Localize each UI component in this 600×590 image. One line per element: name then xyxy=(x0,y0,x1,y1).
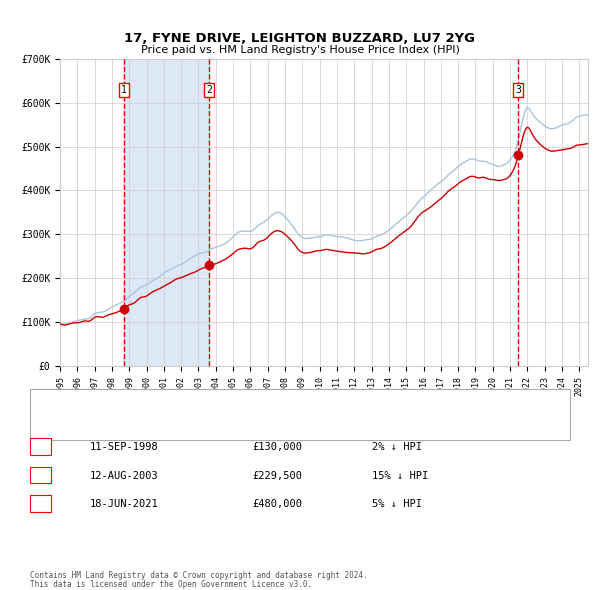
Text: 15% ↓ HPI: 15% ↓ HPI xyxy=(372,471,428,480)
Text: £229,500: £229,500 xyxy=(252,471,302,480)
Text: 2: 2 xyxy=(206,85,212,94)
Text: HPI: Average price, detached house, Central Bedfordshire: HPI: Average price, detached house, Cent… xyxy=(66,422,395,432)
Text: 1: 1 xyxy=(121,85,127,94)
Text: 11-SEP-1998: 11-SEP-1998 xyxy=(90,442,159,452)
Text: £480,000: £480,000 xyxy=(252,499,302,509)
Text: 12-AUG-2003: 12-AUG-2003 xyxy=(90,471,159,480)
Text: —: — xyxy=(42,396,58,411)
Text: 17, FYNE DRIVE, LEIGHTON BUZZARD, LU7 2YG: 17, FYNE DRIVE, LEIGHTON BUZZARD, LU7 2Y… xyxy=(125,32,476,45)
Text: Contains HM Land Registry data © Crown copyright and database right 2024.: Contains HM Land Registry data © Crown c… xyxy=(30,571,368,580)
Text: This data is licensed under the Open Government Licence v3.0.: This data is licensed under the Open Gov… xyxy=(30,579,312,589)
Text: 17, FYNE DRIVE, LEIGHTON BUZZARD, LU7 2YG (detached house): 17, FYNE DRIVE, LEIGHTON BUZZARD, LU7 2Y… xyxy=(66,398,407,408)
Text: 2: 2 xyxy=(37,471,43,480)
Text: —: — xyxy=(42,419,58,434)
Text: £130,000: £130,000 xyxy=(252,442,302,452)
Text: 2% ↓ HPI: 2% ↓ HPI xyxy=(372,442,422,452)
Text: 5% ↓ HPI: 5% ↓ HPI xyxy=(372,499,422,509)
Text: 1: 1 xyxy=(37,442,43,452)
Bar xyxy=(124,59,209,366)
Text: 3: 3 xyxy=(37,499,43,509)
Text: 18-JUN-2021: 18-JUN-2021 xyxy=(90,499,159,509)
Text: Price paid vs. HM Land Registry's House Price Index (HPI): Price paid vs. HM Land Registry's House … xyxy=(140,45,460,55)
Text: 3: 3 xyxy=(515,85,521,94)
